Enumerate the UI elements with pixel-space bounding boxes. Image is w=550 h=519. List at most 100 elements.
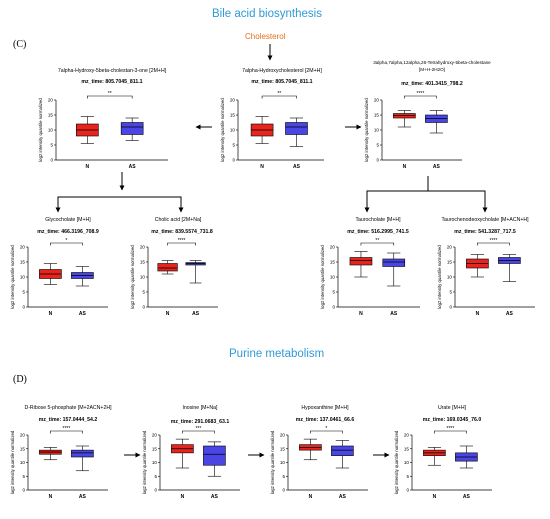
chart-c9: Inosine [M+Na] mz_time: 291.0683_63.1 log2…	[142, 405, 240, 500]
x-tick-label: AS	[390, 311, 398, 317]
y-tick-label: 20	[48, 98, 54, 103]
y-tick-label: 0	[406, 488, 409, 493]
chart-subtitle: mz_time: 291.0683_63.1	[171, 419, 230, 425]
chart-subtitle: mz_time: 466.3196_708.9	[37, 229, 99, 235]
y-tick-label: 5	[22, 290, 25, 295]
box-iqr	[157, 263, 178, 272]
box-n	[250, 116, 274, 144]
y-tick-label: 20	[280, 433, 286, 438]
chart-subtitle: mz_time: 169.0345_76.0	[423, 417, 482, 423]
y-tick-label: 20	[447, 245, 453, 250]
y-tick-label: 0	[50, 158, 53, 163]
box-iqr	[285, 122, 308, 135]
y-tick-label: 15	[280, 446, 286, 451]
x-tick-label: N	[49, 311, 53, 317]
significance-label: **	[277, 91, 281, 97]
significance-label: ****	[447, 426, 455, 432]
y-tick-label: 20	[20, 433, 26, 438]
x-tick-label: N	[403, 164, 407, 170]
y-tick-label: 20	[152, 433, 158, 438]
chart-c11: Urate [M+H] mz_time: 169.0345_76.0 log2 in…	[394, 405, 492, 500]
y-tick-label: 15	[330, 260, 336, 265]
chart-title: Hypoxanthine [M+H]	[301, 405, 349, 411]
y-tick-label: 15	[374, 113, 380, 118]
box-n	[349, 251, 373, 278]
y-tick-label: 10	[20, 275, 26, 280]
significance-bracket	[434, 430, 467, 434]
significance-bracket	[360, 242, 395, 246]
chart-title: Glycocholate [M+H]	[45, 217, 91, 223]
y-tick-label: 20	[404, 433, 410, 438]
chart-subtitle: mz_time: 805.7045_811.1	[81, 79, 142, 85]
section-title-purine: Purine metabolism	[229, 348, 325, 360]
x-tick-label: AS	[129, 164, 137, 170]
section-title-bile: Bile acid biosynthesis	[212, 8, 322, 20]
y-tick-label: 15	[20, 260, 26, 265]
chart-subtitle: mz_time: 839.5574_731.8	[151, 229, 213, 235]
significance-bracket	[310, 430, 343, 434]
y-tick-label: 0	[449, 305, 452, 310]
box-as	[455, 445, 478, 469]
y-axis-label: log2 intensity quantile normalized	[320, 245, 325, 309]
panel-letter-d: (D)	[13, 374, 27, 385]
y-tick-label: 5	[332, 290, 335, 295]
y-tick-label: 5	[22, 474, 25, 479]
significance-bracket	[477, 242, 510, 246]
y-tick-label: 15	[48, 113, 54, 118]
significance-label: ****	[417, 91, 425, 97]
box-iqr	[71, 449, 94, 458]
y-tick-label: 5	[449, 290, 452, 295]
y-axis-label: log2 intensity quantile normalized	[10, 245, 15, 309]
x-tick-label: N	[166, 311, 170, 317]
x-tick-label: N	[86, 164, 90, 170]
branch-right	[366, 190, 486, 208]
y-axis-label: log2 intensity quantile normalized	[38, 98, 43, 162]
significance-label: *	[325, 426, 327, 432]
box-iqr	[120, 122, 144, 135]
significance-label: ***	[195, 426, 201, 432]
y-tick-label: 20	[330, 245, 336, 250]
y-tick-label: 0	[282, 488, 285, 493]
box-as	[185, 260, 206, 284]
chart-title: Taurocholate [M+H]	[355, 217, 401, 223]
y-tick-label: 15	[404, 446, 410, 451]
chart-c7: Taurochenodeoxycholate [M+ACN+H] mz_time:…	[437, 217, 535, 317]
box-n	[171, 438, 194, 469]
y-tick-label: 10	[140, 275, 146, 280]
chart-title: Cholic acid [2M+Na]	[155, 217, 202, 223]
chart-subtitle: mz_time: 401.3415_798.2	[401, 81, 463, 87]
y-tick-label: 10	[404, 460, 410, 465]
box-iqr	[331, 445, 354, 456]
y-tick-label: 5	[282, 474, 285, 479]
box-as	[71, 266, 94, 287]
box-as	[382, 252, 406, 287]
y-axis-label: log2 intensity quantile normalized	[10, 430, 15, 494]
chart-c5: Cholic acid [2M+Na] mz_time: 839.5574_731…	[130, 217, 218, 317]
box-as	[203, 441, 226, 477]
y-tick-label: 5	[406, 474, 409, 479]
significance-bracket	[50, 430, 83, 434]
x-tick-label: N	[476, 311, 480, 317]
significance-label: **	[375, 238, 379, 244]
y-tick-label: 0	[232, 158, 235, 163]
y-axis-label: log2 intensity quantile normalized	[220, 98, 225, 162]
significance-label: ****	[63, 426, 71, 432]
y-tick-label: 15	[140, 260, 146, 265]
y-axis-label: log2 intensity quantile normalized	[270, 430, 275, 494]
significance-bracket	[87, 95, 133, 99]
chart-title: 3alpha,7alpha,12alpha,26-Tetrahydroxy-5b…	[373, 60, 491, 65]
y-axis-label: log2 intensity quantile normalized	[364, 98, 369, 162]
box-iqr	[349, 257, 373, 266]
chart-subtitle: mz_time: 137.0461_66.6	[296, 417, 355, 423]
significance-label: **	[108, 91, 112, 97]
panel-letter-c: (C)	[13, 39, 27, 50]
y-tick-label: 10	[20, 460, 26, 465]
y-tick-label: 5	[50, 143, 53, 148]
x-tick-label: N	[260, 164, 264, 170]
box-as	[498, 254, 521, 282]
x-tick-label: AS	[463, 494, 471, 500]
box-n	[423, 447, 446, 466]
y-tick-label: 10	[48, 128, 54, 133]
